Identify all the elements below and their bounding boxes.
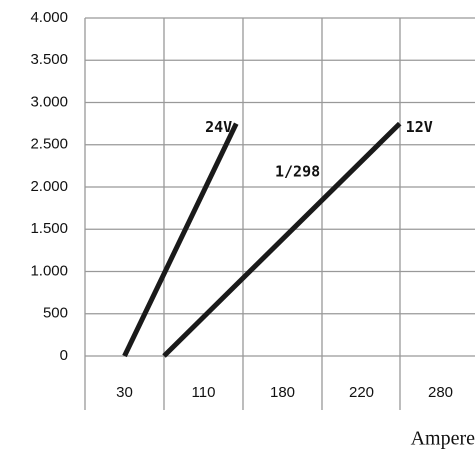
- y-tick-label: 2.500: [30, 136, 68, 153]
- x-tick-label: 180: [270, 384, 295, 401]
- x-tick-label: 220: [349, 384, 374, 401]
- y-tick-label: 1.000: [30, 262, 68, 279]
- y-tick-label: 1.500: [30, 220, 68, 237]
- y-tick-label: 2.000: [30, 178, 68, 195]
- frame: [84, 18, 401, 410]
- series-label: 24V: [205, 118, 232, 136]
- y-tick-label: 3.500: [30, 51, 68, 68]
- y-tick-label: 0: [60, 347, 68, 364]
- data-line: [122, 122, 239, 358]
- annotation: 1/298: [275, 163, 320, 181]
- y-tick-label: 3.000: [30, 93, 68, 110]
- data-line: [162, 121, 402, 358]
- series-label: 12V: [406, 118, 433, 136]
- y-tick-label: 4.000: [30, 9, 68, 26]
- y-tick-label: 500: [43, 305, 68, 322]
- x-tick-label: 30: [116, 384, 133, 401]
- x-tick-label: 280: [428, 384, 453, 401]
- x-axis-label: Ampere: [411, 428, 475, 450]
- x-tick-label: 110: [192, 384, 216, 401]
